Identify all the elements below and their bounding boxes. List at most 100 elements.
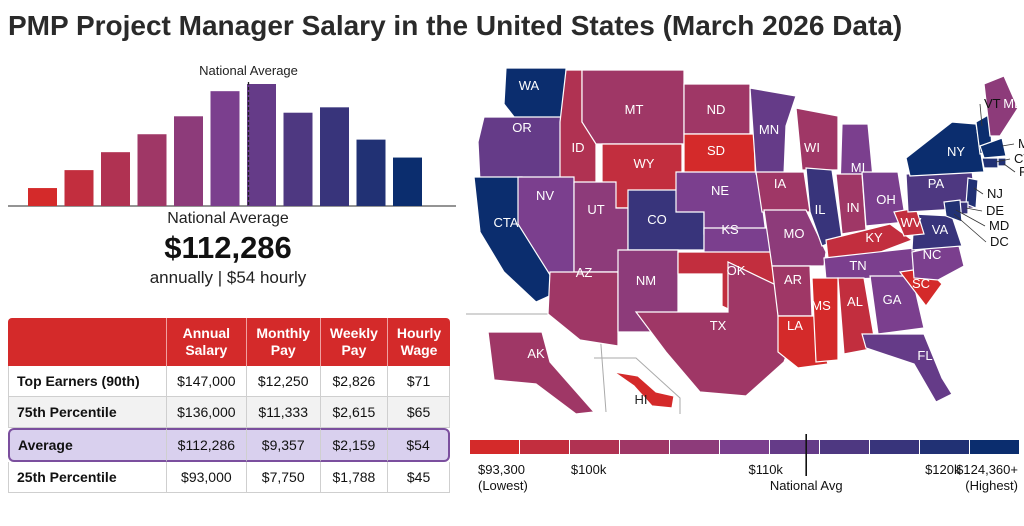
cell-hourly: $71 [388, 366, 450, 397]
state-label-co: CO [647, 212, 667, 227]
state-label-ky: KY [865, 230, 883, 245]
cell-hourly: $54 [388, 428, 450, 462]
state-label-wi: WI [804, 140, 820, 155]
legend-swatch [720, 440, 769, 454]
legend-swatch [570, 440, 619, 454]
callout-line-nj [973, 187, 984, 195]
map-legend: $93,300(Lowest) $100k $110k $120k$124,360+(… [470, 434, 1019, 493]
cell-annual: $112,286 [167, 428, 247, 462]
state-label-pa: PA [928, 176, 945, 191]
callout-line-md [955, 209, 986, 227]
callout-line-ma [1001, 143, 1015, 147]
legend-swatch [770, 440, 819, 454]
state-label-ct: CT [1014, 151, 1024, 166]
state-label-tn: TN [849, 258, 866, 273]
legend-min-sub: (Lowest) [478, 478, 528, 493]
bar [137, 134, 167, 206]
bar [247, 84, 276, 206]
legend-max-sub: (Highest) [965, 478, 1018, 493]
us-salary-map: WA OR CTA ID NV MT WY UT AZ CO NM ND SD NE KS OK TX MN IA M… [466, 67, 1024, 415]
state-ct [981, 157, 999, 169]
legend-tick-label: $120k [925, 462, 961, 477]
cell-weekly: $2,159 [320, 428, 389, 462]
cell-monthly: $12,250 [246, 366, 321, 397]
table-header-weekly: Weekly Pay [320, 318, 389, 366]
state-label-nc: NC [923, 247, 942, 262]
state-label-il: IL [815, 202, 826, 217]
state-label-wv: WV [901, 215, 922, 230]
cell-annual: $136,000 [167, 397, 247, 428]
state-label-oh: OH [876, 192, 896, 207]
state-ak [487, 331, 596, 415]
legend-swatch [920, 440, 969, 454]
bar [393, 157, 422, 206]
state-nj [965, 177, 979, 209]
cell-monthly: $7,750 [246, 462, 321, 493]
callout-line-ri [1003, 163, 1016, 173]
state-label-md: MD [989, 218, 1009, 233]
bar [356, 139, 386, 206]
legend-swatch [870, 440, 919, 454]
table-row-top-earners: Top Earners (90th) $147,000 $12,250 $2,8… [8, 366, 450, 397]
state-label-nm: NM [636, 273, 656, 288]
legend-min-label: $93,300 [478, 462, 525, 477]
cell-monthly: $11,333 [246, 397, 321, 428]
page-title: PMP Project Manager Salary in the United… [8, 10, 903, 41]
table-row-25th: 25th Percentile $93,000 $7,750 $1,788 $4… [8, 462, 450, 493]
bar [64, 170, 94, 206]
table-header-monthly: Monthly Pay [246, 318, 321, 366]
state-label-or: OR [512, 120, 532, 135]
state-label-la: LA [787, 318, 803, 333]
table-header-annual: Annual Salary [167, 318, 247, 366]
state-wa [503, 67, 567, 123]
cell-annual: $93,000 [167, 462, 247, 493]
state-label-mo: MO [784, 226, 805, 241]
national-average-sub: annually | $54 hourly [149, 268, 307, 287]
bar [174, 116, 203, 206]
state-label-ga: GA [883, 292, 902, 307]
row-label: 75th Percentile [8, 397, 167, 428]
state-label-dc: DC [990, 234, 1009, 249]
bar [210, 91, 240, 206]
state-ny [905, 121, 985, 177]
state-ma [979, 137, 1007, 159]
average-annotation: National Average [199, 63, 298, 78]
state-label-mn: MN [759, 122, 779, 137]
legend-swatch [520, 440, 569, 454]
state-wi [795, 107, 839, 171]
legend-swatch [820, 440, 869, 454]
salary-distribution-chart: National Average [8, 63, 456, 207]
table-row-75th: 75th Percentile $136,000 $11,333 $2,615 … [8, 397, 450, 428]
state-label-ks: KS [721, 222, 739, 237]
legend-average-label: National Avg [770, 478, 843, 493]
state-label-ia: IA [774, 176, 787, 191]
callout-line-vt [979, 103, 983, 127]
bar [101, 152, 130, 206]
state-label-fl: FL [917, 348, 932, 363]
state-label-mi: MI [851, 160, 865, 175]
bar [283, 112, 313, 206]
state-label-nd: ND [707, 102, 726, 117]
state-label-ma: MA [1018, 136, 1024, 151]
state-label-mt: MT [625, 102, 644, 117]
state-label-tx: TX [710, 318, 727, 333]
table-row-average: Average $112,286 $9,357 $2,159 $54 [8, 428, 450, 462]
state-az [547, 271, 619, 347]
table-header-hourly: Hourly Wage [388, 318, 450, 366]
row-label: Top Earners (90th) [8, 366, 167, 397]
state-va [911, 213, 963, 251]
state-label-ak: AK [527, 346, 545, 361]
state-fl [861, 333, 953, 403]
state-label-ny: NY [947, 144, 965, 159]
callout-line-de [965, 207, 983, 212]
state-label-sc: SC [912, 276, 930, 291]
callout-line-dc [953, 213, 987, 243]
table-header-row: Annual Salary Monthly Pay Weekly Pay Hou… [8, 318, 450, 366]
state-me [983, 75, 1019, 137]
state-ga [869, 275, 925, 335]
callout-line-ct [995, 158, 1011, 163]
cell-monthly: $9,357 [246, 428, 321, 462]
state-label-nv: NV [536, 188, 554, 203]
cell-annual: $147,000 [167, 366, 247, 397]
state-label-wa: WA [519, 78, 540, 93]
